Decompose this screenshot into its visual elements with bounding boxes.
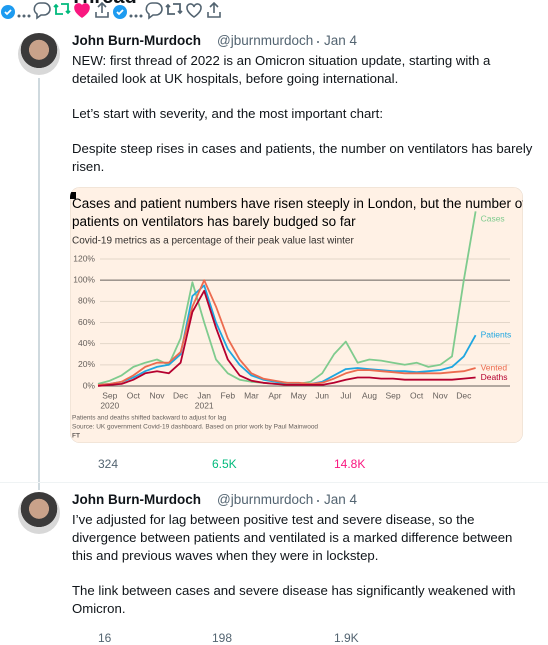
y-tick-label: 120% <box>73 253 95 263</box>
x-tick-label: Nov <box>149 390 165 400</box>
x-year-label: 2021 <box>195 400 214 410</box>
avatar[interactable] <box>18 492 60 534</box>
chart-note: Source: UK government Covid-19 dashboard… <box>72 424 318 431</box>
author-name[interactable]: John Burn-Murdoch <box>72 492 201 507</box>
x-tick-label: Feb <box>220 390 235 400</box>
x-tick-label: Nov <box>433 390 449 400</box>
chart-subtitle: Covid-19 metrics as a percentage of thei… <box>72 236 354 247</box>
x-tick-label: Aug <box>362 390 377 400</box>
replies-count: 324 <box>98 457 119 471</box>
x-tick-label: Sep <box>385 390 400 400</box>
more-menu[interactable] <box>16 12 32 20</box>
chart-note: FT <box>72 433 80 440</box>
retweets-icon[interactable] <box>52 0 72 20</box>
retweets-icon[interactable] <box>164 0 184 20</box>
replies-icon[interactable] <box>32 0 52 20</box>
chart-title-line: Cases and patient numbers have risen ste… <box>72 196 523 211</box>
series-line <box>97 211 477 385</box>
x-year-label: 2020 <box>100 400 119 410</box>
x-tick-label: Jan <box>197 390 211 400</box>
likes-icon[interactable] <box>184 0 204 20</box>
share-icon[interactable] <box>92 0 112 20</box>
author-name[interactable]: John Burn-Murdoch <box>72 33 201 48</box>
more-menu[interactable] <box>128 12 144 20</box>
tweet-text: I’ve adjusted for lag between positive t… <box>72 511 534 635</box>
x-tick-label: May <box>291 390 308 400</box>
tweet-paragraph: I’ve adjusted for lag between positive t… <box>72 512 513 563</box>
y-tick-label: 80% <box>78 296 95 306</box>
date[interactable]: Jan 4 <box>324 492 358 507</box>
retweets-count: 6.5K <box>212 457 237 471</box>
x-tick-label: Sep <box>102 390 117 400</box>
likes-count: 1.9K <box>334 631 359 645</box>
y-tick-label: 100% <box>73 274 95 284</box>
ft-bar <box>70 192 76 199</box>
x-tick-label: Jul <box>340 390 351 400</box>
likes-count: 14.8K <box>334 457 366 471</box>
x-tick-label: Apr <box>268 390 281 400</box>
y-tick-label: 60% <box>78 317 95 327</box>
y-tick-label: 40% <box>78 338 95 348</box>
tweet-paragraph: NEW: first thread of 2022 is an Omicron … <box>72 53 491 86</box>
series-label: Patients <box>481 329 512 339</box>
likes-icon[interactable] <box>72 0 92 20</box>
divider <box>0 482 548 483</box>
handle[interactable]: @jburnmurdoch <box>217 33 314 48</box>
chart-title: Cases and patient numbers have risen ste… <box>72 196 523 229</box>
tweet-text: NEW: first thread of 2022 is an Omicron … <box>72 52 534 193</box>
tweet-paragraph: Let’s start with severity, and the most … <box>72 106 384 121</box>
verified-badge <box>113 5 127 19</box>
x-tick-label: Jun <box>315 390 329 400</box>
x-tick-label: Oct <box>410 390 424 400</box>
separator-dot <box>317 500 319 502</box>
series-line <box>97 289 476 387</box>
tweet-paragraph: The link between cases and severe diseas… <box>72 583 516 616</box>
chart-title-line: patients on ventilators has barely budge… <box>72 214 356 229</box>
replies-icon[interactable] <box>144 0 164 20</box>
handle[interactable]: @jburnmurdoch <box>217 492 314 507</box>
retweets-count: 198 <box>212 631 233 645</box>
y-tick-label: 0% <box>83 380 96 390</box>
separator-dot <box>317 41 319 43</box>
x-tick-label: Mar <box>244 390 259 400</box>
thread-line <box>38 78 40 490</box>
chart-note: Patients and deaths shifted backward to … <box>72 415 227 422</box>
series-label: Cases <box>481 214 505 224</box>
y-tick-label: 20% <box>78 359 95 369</box>
chart[interactable]: Cases and patient numbers have risen ste… <box>70 187 523 443</box>
share-icon[interactable] <box>204 0 224 20</box>
series-label: Deaths <box>481 372 508 382</box>
header-title: Thread <box>70 0 137 9</box>
series-line <box>97 279 476 386</box>
verified-badge <box>1 5 15 19</box>
avatar[interactable] <box>18 33 60 75</box>
replies-count: 16 <box>98 631 112 645</box>
series-label: Vented <box>481 362 508 372</box>
x-tick-label: Oct <box>127 390 141 400</box>
x-tick-label: Dec <box>456 390 472 400</box>
x-tick-label: Dec <box>173 390 189 400</box>
date[interactable]: Jan 4 <box>324 33 358 48</box>
back-arrow[interactable] <box>16 0 36 6</box>
tweet-paragraph: Despite steep rises in cases and patient… <box>72 141 533 174</box>
